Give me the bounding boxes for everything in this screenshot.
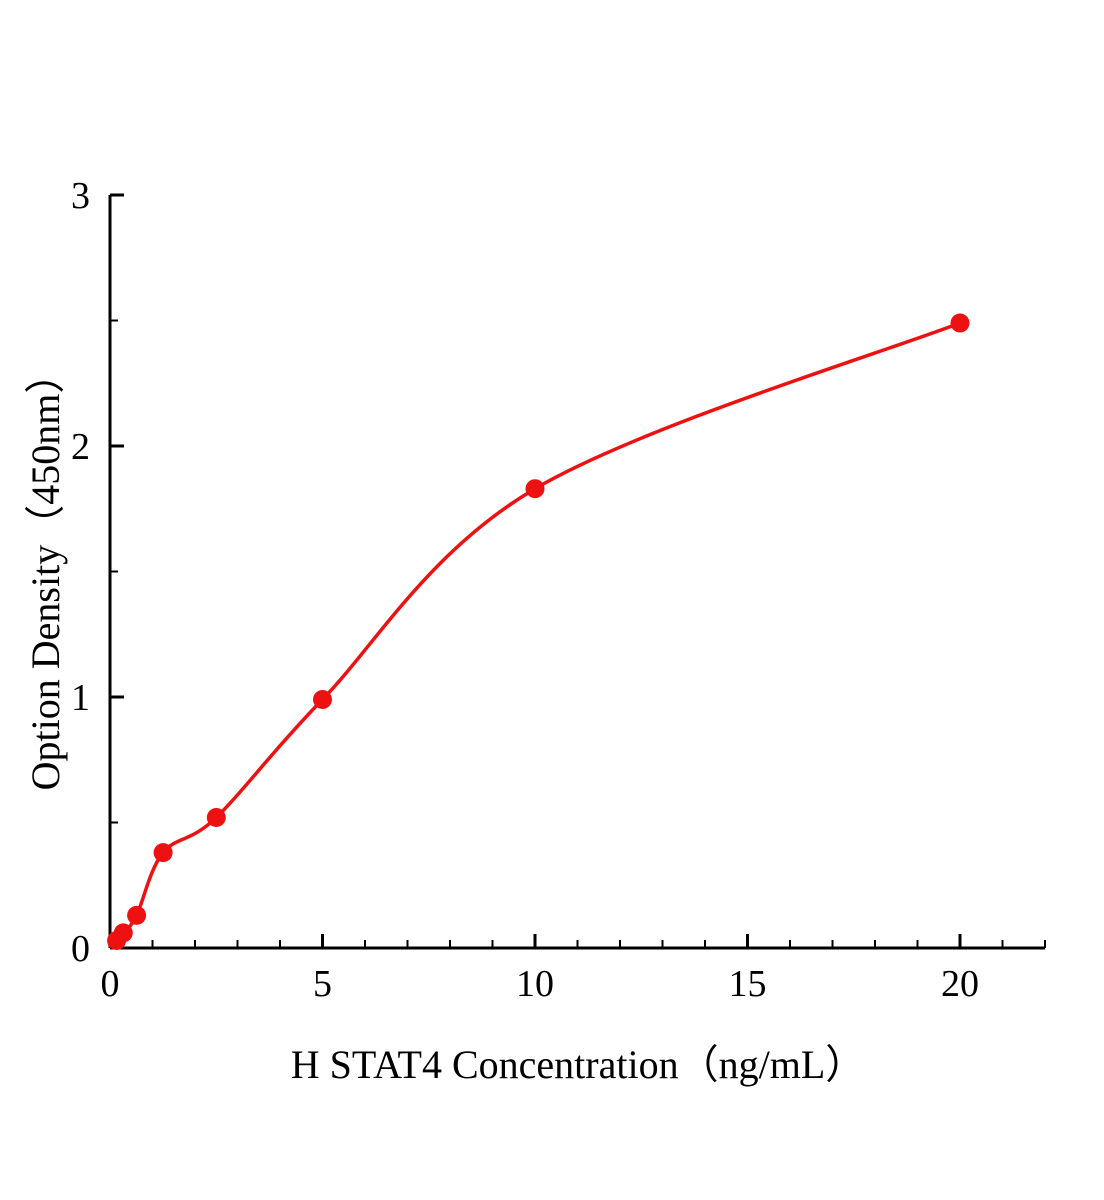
fit-curve [108,321,962,948]
data-point [113,923,133,943]
x-axis-title: H STAT4 Concentration（ng/mL） [290,1042,866,1087]
x-tick-label: 20 [941,963,979,1005]
y-axis-title: Option Density（450nm） [23,353,68,791]
x-tick-label: 10 [516,963,554,1005]
data-point [153,843,173,863]
data-point [313,690,332,709]
data-point [950,313,970,333]
y-tick-label: 1 [71,677,90,719]
x-tick-label: 15 [729,963,767,1005]
y-tick-label: 2 [71,426,90,468]
data-point [127,905,147,925]
data-point [206,808,226,827]
x-tick-label: 0 [101,963,120,1005]
data-point [525,479,545,499]
y-tick-label: 0 [71,928,90,970]
y-tick-label: 3 [71,175,90,217]
x-tick-label: 5 [313,963,332,1005]
